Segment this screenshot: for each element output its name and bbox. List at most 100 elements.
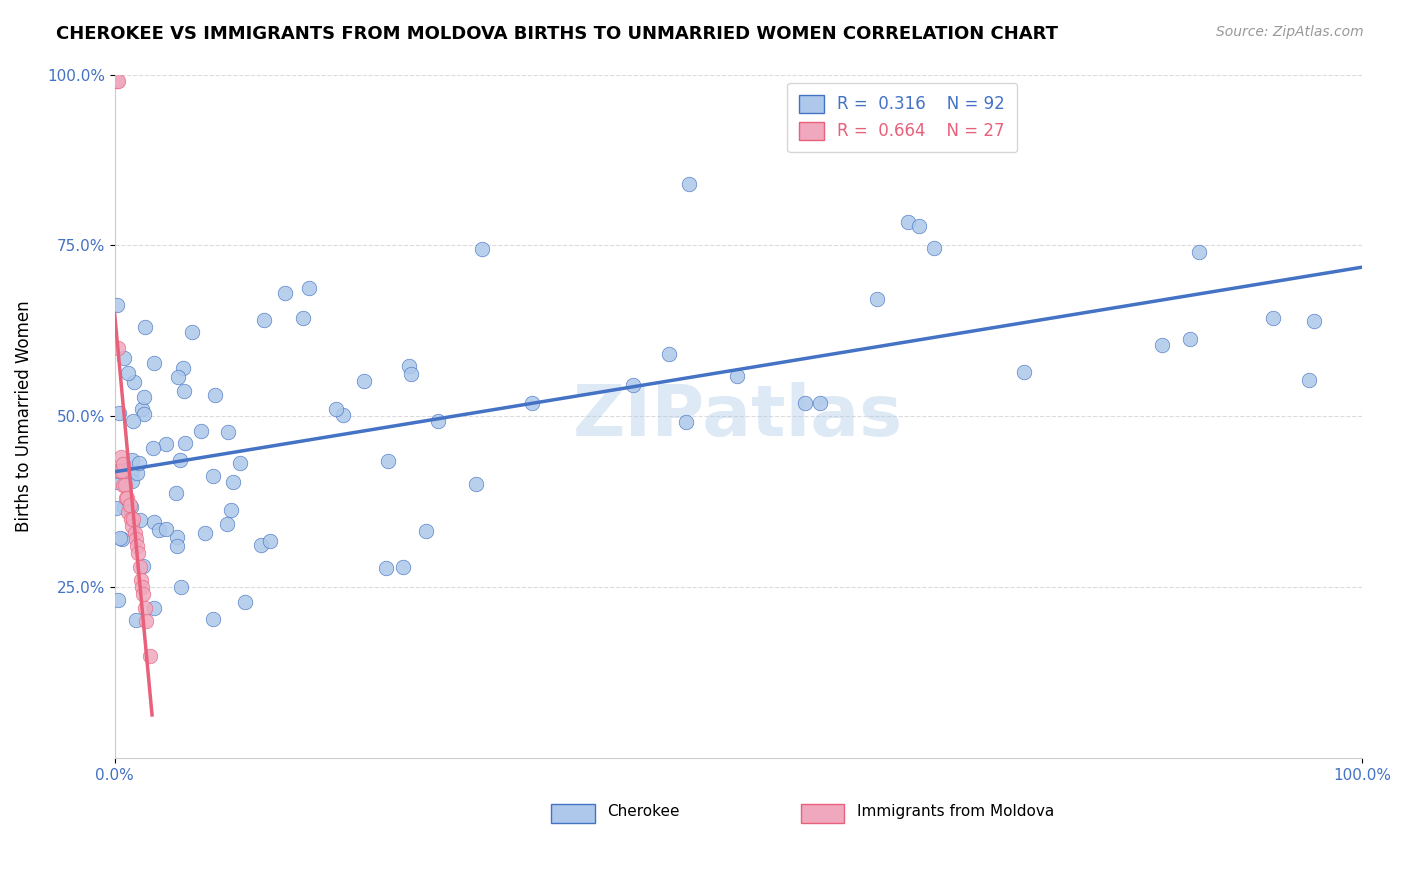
Point [132,587,155,601]
Point [124,525,146,540]
Point [167,370,190,384]
Point [471,243,494,257]
Point [166,530,188,544]
Point [215,517,238,532]
Point [124,375,146,389]
Legend: R =  0.316    N = 92, R =  0.664    N = 27: R = 0.316 N = 92, R = 0.664 N = 27 [787,83,1017,152]
Text: CHEROKEE VS IMMIGRANTS FROM MOLDOVA BIRTHS TO UNMARRIED WOMEN CORRELATION CHART: CHEROKEE VS IMMIGRANTS FROM MOLDOVA BIRT… [56,25,1059,43]
Point [155,436,177,450]
Point [122,414,145,428]
Point [125,533,148,547]
Point [229,456,252,470]
Point [132,390,155,404]
Point [1261,311,1284,326]
Point [115,491,138,506]
Point [125,539,148,553]
Point [1303,314,1326,328]
Text: Source: ZipAtlas.com: Source: ZipAtlas.com [1216,25,1364,39]
Point [129,513,152,527]
Point [115,491,138,506]
Point [274,285,297,300]
Point [1152,337,1174,351]
Point [111,464,134,478]
Point [374,561,396,575]
Point [922,241,945,255]
Point [725,369,748,384]
Point [110,450,132,465]
Point [121,453,143,467]
Point [112,351,135,365]
Point [621,378,644,392]
FancyBboxPatch shape [800,804,845,823]
Point [391,560,413,574]
Point [121,474,143,488]
Point [107,464,129,478]
Point [415,524,437,539]
Point [259,534,281,549]
Text: Cherokee: Cherokee [607,804,681,819]
Point [866,292,889,306]
Point [194,526,217,541]
Point [155,522,177,536]
Point [249,538,271,552]
Point [135,615,157,629]
Text: Immigrants from Moldova: Immigrants from Moldova [856,804,1054,819]
Point [678,177,700,191]
Point [107,74,129,88]
Point [401,367,423,381]
Point [108,406,131,420]
Point [128,456,150,470]
Point [1188,245,1211,260]
Point [111,532,134,546]
Point [332,408,354,422]
Point [202,469,225,483]
Point [201,612,224,626]
Point [148,523,170,537]
Point [325,402,347,417]
Point [125,613,148,627]
Point [172,361,194,376]
Point [105,501,128,516]
Point [808,396,831,410]
FancyBboxPatch shape [551,804,595,823]
Point [142,441,165,455]
Point [131,580,153,594]
Point [233,594,256,608]
Point [291,310,314,325]
Point [107,593,129,607]
Point [173,384,195,399]
Point [398,359,420,374]
Point [1180,332,1202,346]
Point [117,505,139,519]
Point [114,477,136,491]
Point [128,559,150,574]
Y-axis label: Births to Unmarried Women: Births to Unmarried Women [15,301,32,533]
Point [1298,373,1320,387]
Point [131,401,153,416]
Point [675,415,697,429]
Point [134,320,156,334]
Point [520,395,543,409]
Point [426,414,449,428]
Point [118,498,141,512]
Point [121,518,143,533]
Point [377,454,399,468]
Point [173,436,195,450]
Point [190,424,212,438]
Point [132,558,155,573]
Point [170,580,193,594]
Point [907,219,929,233]
Point [897,214,920,228]
Point [132,407,155,421]
Point [134,600,156,615]
Point [107,341,129,355]
Point [253,313,276,327]
Point [794,396,817,410]
Point [465,477,488,491]
Point [127,466,149,480]
Text: ZIPatlas: ZIPatlas [574,382,904,450]
Point [165,486,187,500]
Point [108,464,131,478]
Point [107,475,129,489]
Point [222,475,245,489]
